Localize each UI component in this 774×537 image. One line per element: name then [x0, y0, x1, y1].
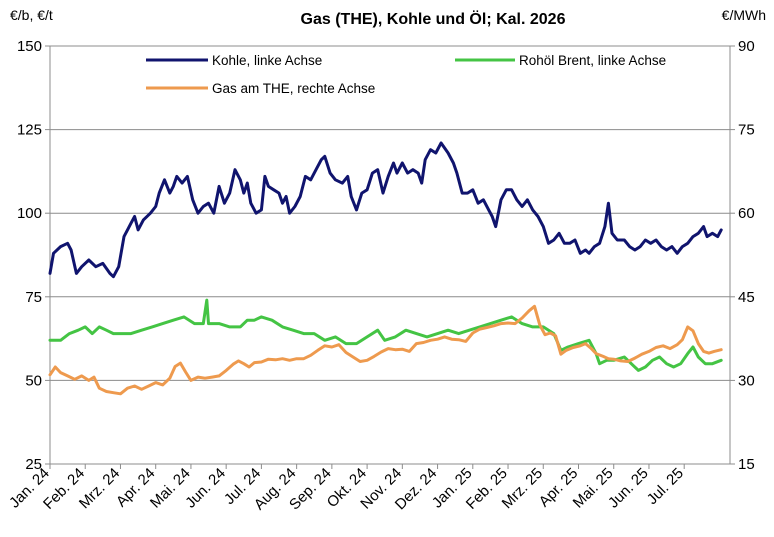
plot-frame — [49, 45, 731, 465]
legend-item-gas: Gas am THE, rechte Achse — [146, 81, 375, 96]
right-tick-label: 75 — [738, 122, 755, 139]
left-tick-label: 150 — [17, 38, 42, 55]
x-tick-label: Jul. 25 — [644, 465, 687, 508]
legend-item-brent: Rohöl Brent, linke Achse — [455, 53, 666, 68]
right-axis-ticks: 15 30 45 60 75 90 — [730, 38, 755, 473]
right-tick-label: 30 — [738, 372, 755, 389]
left-axis-unit: €/b, €/t — [10, 7, 53, 23]
left-tick-label: 50 — [25, 372, 42, 389]
left-axis-ticks: 25 50 75 100 125 150 — [17, 38, 50, 473]
legend-item-kohle: Kohle, linke Achse — [146, 53, 322, 68]
x-tick-label: Jun. 24 — [182, 465, 229, 512]
legend-label-brent: Rohöl Brent, linke Achse — [519, 53, 666, 68]
plot-area-frame — [49, 45, 731, 465]
right-tick-label: 60 — [738, 205, 755, 222]
x-tick-label: Jun. 25 — [605, 465, 652, 512]
right-tick-label: 15 — [738, 456, 755, 473]
legend: Kohle, linke Achse Rohöl Brent, linke Ac… — [146, 53, 666, 96]
legend-label-gas: Gas am THE, rechte Achse — [212, 81, 375, 96]
left-tick-label: 75 — [25, 289, 42, 306]
left-tick-label: 100 — [17, 205, 42, 222]
gridlines — [50, 129, 730, 381]
series-line-0 — [48, 141, 723, 279]
chart-title: Gas (THE), Kohle und Öl; Kal. 2026 — [301, 9, 566, 28]
right-tick-label: 45 — [738, 289, 755, 306]
right-axis-unit: €/MWh — [722, 7, 766, 23]
left-tick-label: 125 — [17, 122, 42, 139]
legend-label-kohle: Kohle, linke Achse — [212, 53, 322, 68]
right-tick-label: 90 — [738, 38, 755, 55]
series-lines — [48, 141, 723, 396]
left-tick-label: 25 — [25, 456, 42, 473]
series-line-2 — [48, 304, 723, 396]
series-line-1 — [48, 298, 723, 372]
